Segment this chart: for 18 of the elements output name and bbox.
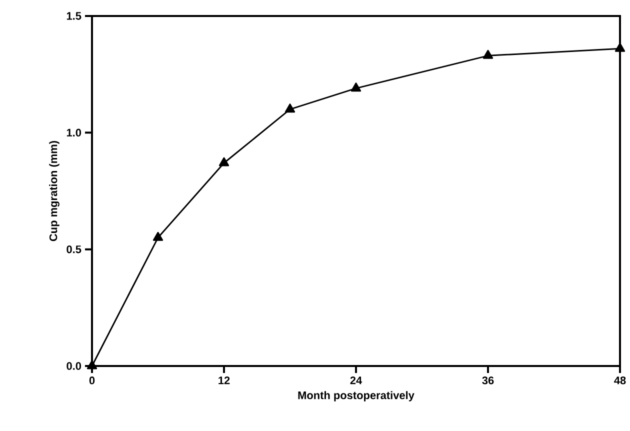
y-tick-label: 0.0 (66, 362, 82, 370)
y-tick-label: 1.5 (66, 12, 82, 20)
x-tick-label: 24 (350, 376, 362, 384)
point (218, 157, 230, 166)
x-tick-label: 12 (218, 376, 230, 384)
point (86, 360, 98, 370)
point (152, 232, 164, 241)
point (482, 50, 494, 59)
x-axis-title: Month postoperatively (298, 391, 414, 402)
point (350, 82, 362, 92)
y-tick-label: 0.5 (66, 245, 82, 254)
x-tick-label: 48 (614, 376, 626, 384)
point (614, 42, 626, 52)
x-tick-label: 36 (482, 376, 494, 384)
y-axis-title: Cup mgration (mm) (49, 141, 60, 242)
x-tick-label: 0 (89, 376, 95, 384)
y-tick-label: 1.0 (66, 128, 82, 137)
point (284, 104, 296, 113)
